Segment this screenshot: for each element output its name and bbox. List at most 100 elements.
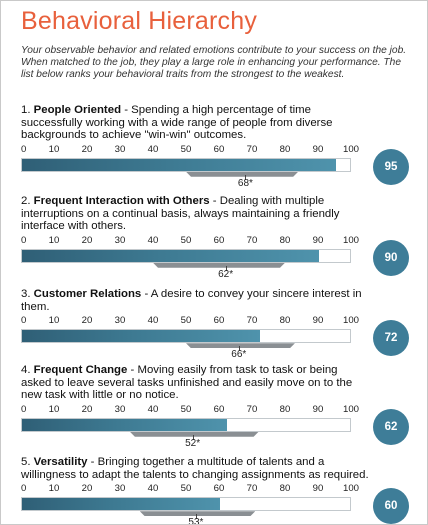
benchmark-marker-tick — [238, 346, 240, 352]
scale-tick-label: 40 — [147, 483, 159, 495]
scale-tick-label: 80 — [279, 403, 291, 415]
scale-tick-label: 10 — [48, 143, 60, 155]
scale-tick-label: 60 — [213, 483, 225, 495]
trait-heading: 5. Versatility - Bringing together a mul… — [21, 456, 371, 481]
score-bar-track — [21, 497, 351, 512]
trait-description: - Dealing with multiple interruptions on… — [21, 195, 340, 233]
trait-item: 1. People Oriented - Spending a high per… — [21, 104, 421, 194]
trait-description: - Spending a high percentage of time suc… — [21, 104, 333, 142]
scale-tick-label: 50 — [180, 143, 192, 155]
score-bar-track — [21, 248, 351, 263]
score-bar-track — [21, 157, 351, 172]
trait-name: Frequent Interaction with Others — [33, 195, 210, 207]
trait-heading: 2. Frequent Interaction with Others - De… — [21, 195, 371, 233]
scale-tick-label: 70 — [246, 315, 258, 327]
scale-tick-label: 50 — [180, 234, 192, 246]
scale-tick-label: 90 — [312, 234, 324, 246]
scale-ticks: 0 10 20 30 40 50 60 70 80 90 100 — [21, 234, 359, 247]
trait-description: - Moving easily from task to task or bei… — [21, 364, 353, 402]
trait-item: 2. Frequent Interaction with Others - De… — [21, 195, 421, 285]
scale-tick-label: 20 — [81, 143, 93, 155]
scale-tick-label: 10 — [48, 483, 60, 495]
scale-tick-label: 60 — [213, 143, 225, 155]
benchmark-range-bar — [140, 511, 256, 516]
score-badge: 62 — [373, 408, 409, 445]
scale-tick-label: 20 — [81, 315, 93, 327]
intro-text: Your observable behavior and related emo… — [21, 45, 407, 80]
scale-tick-label: 0 — [21, 234, 27, 246]
scale-tick-label: 40 — [147, 234, 159, 246]
scale-tick-label: 100 — [342, 315, 360, 327]
trait-number: 4. — [21, 364, 34, 376]
scale-tick-label: 10 — [48, 315, 60, 327]
scale-ticks: 0 10 20 30 40 50 60 70 80 90 100 — [21, 403, 359, 416]
score-badge: 72 — [373, 320, 409, 357]
scale-tick-label: 50 — [180, 483, 192, 495]
score-badge: 60 — [373, 488, 409, 524]
scale-tick-label: 20 — [81, 234, 93, 246]
benchmark-marker-tick — [225, 265, 227, 271]
scale-tick-label: 60 — [213, 403, 225, 415]
benchmark-range-bar — [153, 263, 285, 268]
scale-tick-label: 50 — [180, 315, 192, 327]
benchmark-marker-label: 66* — [231, 349, 247, 361]
scale-tick-label: 90 — [312, 143, 324, 155]
trait-heading: 3. Customer Relations - A desire to conv… — [21, 288, 371, 313]
score-bar-fill — [22, 330, 260, 343]
trait-description: - Bringing together a multitude of talen… — [21, 456, 369, 481]
scale-tick-label: 80 — [279, 143, 291, 155]
scale-tick-label: 20 — [81, 403, 93, 415]
trait-name: Frequent Change — [33, 364, 128, 376]
benchmark-marker-label: 52* — [185, 437, 201, 449]
scale-tick-label: 80 — [279, 315, 291, 327]
trait-heading: 4. Frequent Change - Moving easily from … — [21, 364, 371, 402]
scale-tick-label: 100 — [342, 403, 360, 415]
benchmark-range-bar — [186, 343, 295, 348]
scale-tick-label: 80 — [279, 483, 291, 495]
scale-tick-label: 20 — [81, 483, 93, 495]
score-bar-track — [21, 329, 351, 344]
scale-ticks: 0 10 20 30 40 50 60 70 80 90 100 — [21, 315, 359, 327]
scale-tick-label: 70 — [246, 143, 258, 155]
benchmark-marker-label: 68* — [237, 177, 253, 189]
score-bar-fill — [22, 498, 220, 511]
trait-number: 2. — [21, 195, 34, 207]
trait-number: 3. — [21, 288, 34, 300]
scale-tick-label: 40 — [147, 403, 159, 415]
trait-item: 4. Frequent Change - Moving easily from … — [21, 364, 421, 454]
scale-tick-label: 10 — [48, 234, 60, 246]
scale-tick-label: 70 — [246, 403, 258, 415]
score-bar-fill — [22, 158, 336, 171]
benchmark-marker-tick — [195, 514, 197, 520]
scale-tick-label: 60 — [213, 234, 225, 246]
page-title: Behavioral Hierarchy — [21, 7, 258, 35]
trait-description: - A desire to convey your sincere intere… — [21, 288, 362, 313]
trait-number: 5. — [21, 456, 34, 468]
scale-tick-label: 90 — [312, 403, 324, 415]
scale-tick-label: 50 — [180, 403, 192, 415]
scale-tick-label: 100 — [342, 483, 360, 495]
scale-tick-label: 60 — [213, 315, 225, 327]
scale-tick-label: 30 — [114, 315, 126, 327]
scale-tick-label: 0 — [21, 143, 27, 155]
scale-ticks: 0 10 20 30 40 50 60 70 80 90 100 — [21, 483, 359, 495]
benchmark-range-bar — [186, 172, 298, 177]
benchmark-marker-tick — [245, 174, 247, 180]
scale-tick-label: 80 — [279, 234, 291, 246]
trait-name: People Oriented — [33, 104, 122, 116]
scale-tick-label: 100 — [342, 234, 360, 246]
trait-item: 5. Versatility - Bringing together a mul… — [21, 456, 421, 524]
trait-number: 1. — [21, 104, 34, 116]
score-bar-fill — [22, 418, 227, 431]
scale-tick-label: 90 — [312, 315, 324, 327]
benchmark-marker-tick — [192, 434, 194, 440]
benchmark-marker-label: 62* — [218, 268, 234, 280]
benchmark-range-bar — [130, 432, 259, 437]
scale-tick-label: 10 — [48, 403, 60, 415]
trait-name: Customer Relations — [33, 288, 142, 300]
scale-tick-label: 30 — [114, 143, 126, 155]
scale-ticks: 0 10 20 30 40 50 60 70 80 90 100 — [21, 143, 359, 156]
scale-tick-label: 40 — [147, 143, 159, 155]
trait-name: Versatility — [33, 456, 88, 468]
